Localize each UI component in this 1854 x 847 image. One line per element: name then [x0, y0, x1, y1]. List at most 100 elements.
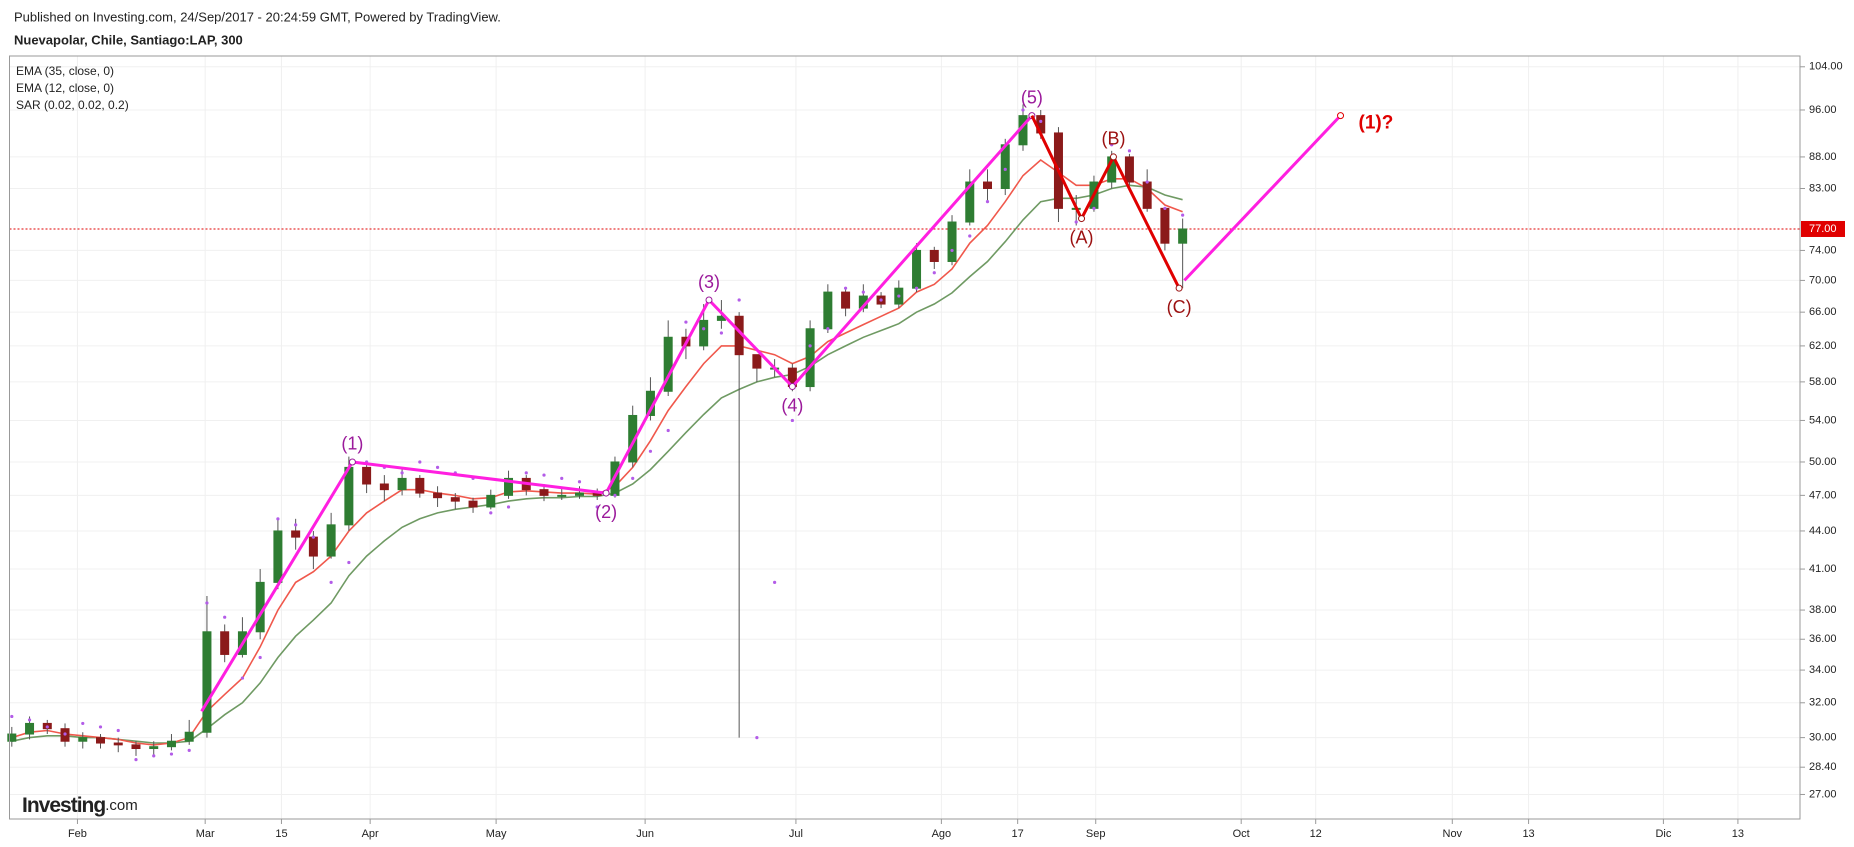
sar-dot [914, 286, 919, 290]
sar-dot [311, 535, 315, 539]
sar-dot [968, 234, 972, 238]
sar-dot [240, 676, 245, 680]
watermark: Investing.com [22, 794, 138, 817]
sar-dot [524, 471, 528, 475]
wave-line [1030, 114, 1181, 289]
y-tick-label: 96.00 [1809, 104, 1837, 116]
y-tick-label: 32.00 [1809, 697, 1837, 709]
sar-dot [1110, 143, 1114, 147]
wave-point [1078, 215, 1086, 223]
candle-body [1160, 207, 1170, 244]
candle-body [184, 731, 194, 742]
wave-point [1109, 153, 1117, 161]
candle-body [983, 181, 993, 189]
sar-dot [1181, 213, 1185, 217]
sar-dot [63, 732, 67, 736]
sar-dot [631, 476, 635, 481]
sar-dot [843, 286, 848, 290]
candle-body [699, 319, 709, 347]
watermark-suffix: .com [105, 797, 138, 814]
candle-body [25, 722, 35, 735]
sar-dot [45, 725, 49, 729]
legend-entry: EMA (35, close, 0) [16, 64, 114, 78]
candle-body [362, 466, 372, 485]
x-tick-label: Jul [789, 828, 803, 840]
candle-body [929, 249, 939, 262]
sar-dot [826, 327, 830, 331]
y-tick-label: 38.00 [1809, 604, 1837, 616]
sar-dot [258, 655, 262, 660]
candle-body [397, 477, 407, 491]
candle-body [574, 492, 584, 496]
sar-dot [1021, 108, 1025, 112]
wave-label: (C) [1167, 297, 1192, 317]
wave-label: (3) [698, 272, 720, 292]
sar-dot [1145, 180, 1149, 184]
candle-body [450, 497, 460, 502]
sar-dot [418, 460, 422, 464]
sar-dot [152, 754, 156, 758]
candle-body [308, 536, 318, 557]
sar-dot [506, 505, 511, 509]
sar-dot [861, 290, 865, 294]
y-tick-label: 47.00 [1809, 489, 1837, 501]
x-tick-label: Ago [932, 828, 952, 840]
candle-body [557, 494, 567, 497]
sar-dot [489, 511, 493, 515]
sar-dot [950, 248, 954, 253]
candle-body [965, 181, 975, 223]
x-tick-label: Mar [196, 828, 215, 840]
y-tick-label: 50.00 [1809, 456, 1837, 468]
candle-body [433, 492, 443, 499]
y-tick-label: 62.00 [1809, 340, 1837, 352]
candle-body [1000, 144, 1010, 189]
x-tick-label: 13 [1732, 828, 1744, 840]
sar-dot [27, 718, 32, 722]
candle-body [805, 328, 815, 388]
wave-point [788, 383, 796, 391]
candle-body [539, 489, 549, 496]
x-tick-label: 13 [1522, 828, 1534, 840]
wave-label: (A) [1070, 227, 1094, 247]
sar-dot [435, 465, 440, 469]
candle-body [113, 742, 123, 746]
sar-dot [1127, 149, 1132, 153]
sar-dot [1074, 220, 1078, 224]
candle-body [344, 466, 354, 526]
candle-body [202, 631, 212, 733]
wave-line [1183, 114, 1342, 282]
y-tick-label: 36.00 [1809, 633, 1837, 645]
sar-dot [98, 725, 103, 729]
sar-dot [577, 480, 582, 484]
sar-dot [985, 200, 990, 204]
sar-dot [737, 298, 741, 302]
wave-label: (4) [781, 395, 803, 415]
y-tick-label: 83.00 [1809, 182, 1837, 194]
sar-dot [1092, 206, 1096, 210]
x-tick-label: Oct [1233, 828, 1250, 840]
candle-body [468, 500, 478, 508]
candle-body [291, 530, 301, 538]
sar-dot [329, 580, 333, 584]
candle-body [823, 291, 833, 330]
sar-dot [897, 294, 901, 298]
legend-entry: EMA (12, close, 0) [16, 81, 114, 95]
sar-dot [116, 728, 120, 733]
y-tick-label: 88.00 [1809, 151, 1837, 163]
x-tick-label: Jun [636, 828, 654, 840]
wave-label: (1)? [1359, 113, 1394, 134]
y-tick-label: 30.00 [1809, 732, 1837, 744]
y-tick-label: 58.00 [1809, 376, 1837, 388]
x-tick-label: Sep [1086, 828, 1106, 840]
sar-dot [294, 523, 298, 527]
chart-subtitle: Nuevapolar, Chile, Santiago:LAP, 300 [14, 32, 243, 47]
y-tick-label: 54.00 [1809, 414, 1837, 426]
candle-body [7, 733, 17, 742]
sar-dot [755, 736, 759, 740]
sar-dot [10, 714, 14, 719]
sar-dot [648, 449, 653, 453]
sar-dot [560, 476, 564, 481]
last-price-label: 77.00 [1809, 223, 1837, 235]
candle-body [663, 336, 673, 392]
sar-dot [790, 418, 794, 423]
